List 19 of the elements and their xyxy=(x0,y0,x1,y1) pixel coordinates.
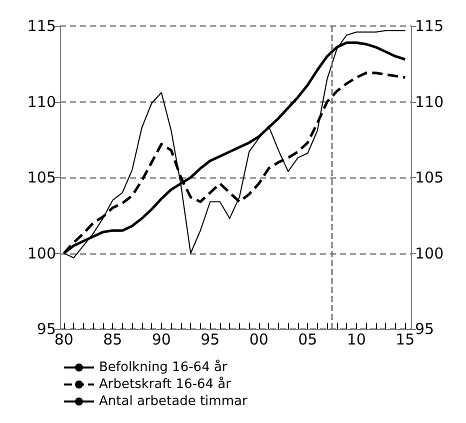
y-tick-label: 100 xyxy=(27,244,56,262)
x-tick-label: 00 xyxy=(249,330,268,348)
legend-label: Arbetskraft 16-64 år xyxy=(99,376,232,392)
legend-label: Antal arbetade timmar xyxy=(99,394,248,409)
y2-tick-label: 100 xyxy=(415,244,444,262)
y-tick-label: 110 xyxy=(27,92,56,111)
y2-tick-label: 115 xyxy=(415,17,444,35)
x-tick-label: 90 xyxy=(152,330,171,348)
y-tick-label: 105 xyxy=(27,168,56,186)
legend-label: Befolkning 16-64 år xyxy=(99,359,228,375)
x-tick-label: 10 xyxy=(346,330,366,348)
x-tick-label: 05 xyxy=(298,330,318,348)
y2-tick-label: 110 xyxy=(415,92,444,111)
x-tick-label: 80 xyxy=(54,330,74,348)
y2-tick-label: 105 xyxy=(415,168,444,186)
x-tick-label: 95 xyxy=(200,330,220,348)
y-tick-label: 115 xyxy=(27,17,56,35)
x-tick-label: 15 xyxy=(396,330,415,348)
x-tick-label: 85 xyxy=(103,330,122,348)
